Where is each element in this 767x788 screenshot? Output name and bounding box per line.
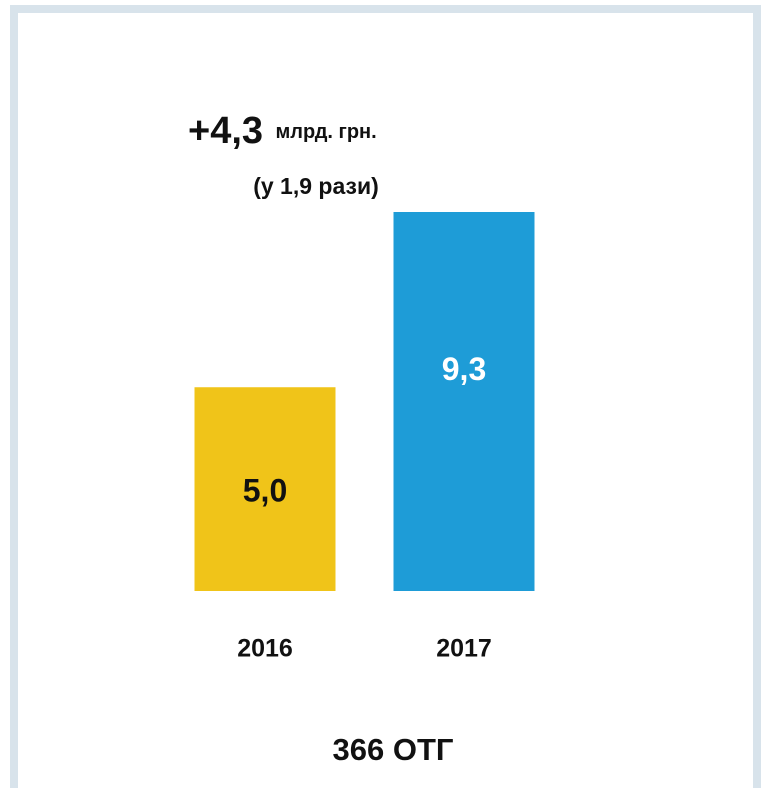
bar bbox=[194, 387, 336, 591]
x-tick-label: 2016 bbox=[237, 635, 293, 663]
value-label: 5,0 bbox=[243, 473, 287, 509]
annotation: +4,3 млрд. грн. bbox=[188, 110, 377, 152]
annotation-value: +4,3 bbox=[188, 110, 263, 152]
annotation-note: (у 1,9 рази) bbox=[253, 173, 379, 199]
annotation-unit: млрд. грн. bbox=[275, 121, 376, 143]
frame bbox=[10, 5, 761, 788]
value-label: 9,3 bbox=[442, 351, 486, 387]
footer: 366 ОТГ bbox=[333, 732, 454, 767]
bar bbox=[393, 212, 535, 591]
x-tick-label: 2017 bbox=[436, 635, 492, 663]
